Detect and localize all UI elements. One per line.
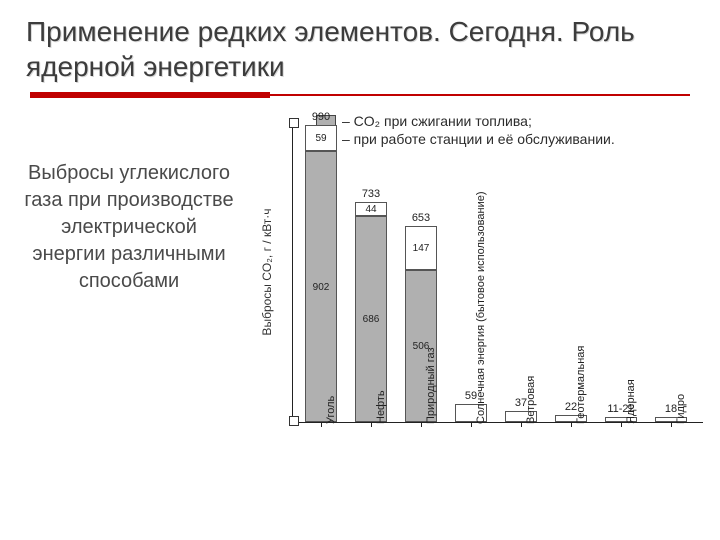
slide: Применение редких элементов. Сегодня. Ро… [0, 0, 720, 540]
axis-marker-top [289, 118, 299, 128]
title-rule-thin [270, 94, 690, 96]
x-axis-label: Гидро [675, 394, 687, 424]
bar-total-label: 990 [305, 111, 337, 123]
x-tick [621, 422, 622, 427]
segment-value-operation: 44 [355, 204, 387, 215]
x-tick [371, 422, 372, 427]
axis-marker-origin [289, 416, 299, 426]
x-axis-label: Солнечная энергия (бытовое использование… [475, 191, 487, 424]
title-rule-thick [30, 92, 270, 98]
x-tick [521, 422, 522, 427]
x-tick [671, 422, 672, 427]
x-tick [321, 422, 322, 427]
x-axis-label: Природный газ [425, 347, 437, 424]
x-axis-label: Геотермальная [575, 346, 587, 424]
segment-value-operation: 147 [405, 243, 437, 254]
sidebar-caption: Выбросы углекислого газа при производств… [24, 160, 234, 295]
bar-total-label: 733 [355, 188, 387, 200]
co2-emissions-chart: – CO₂ при сжигании топлива; – при работе… [260, 112, 706, 532]
y-axis-label: Выбросы CO₂, г / кВт·ч [260, 208, 274, 335]
x-tick [471, 422, 472, 427]
x-axis-label: Ядерная [625, 379, 637, 424]
x-tick [421, 422, 422, 427]
plot-area: 902599906864473350614765359372211-2218 [292, 122, 703, 423]
bar-total-label: 653 [405, 212, 437, 224]
page-title: Применение редких элементов. Сегодня. Ро… [26, 14, 686, 84]
segment-value-operation: 59 [305, 133, 337, 144]
segment-value-combustion: 686 [355, 314, 387, 325]
x-axis-label: Ветровая [525, 376, 537, 424]
x-axis-label: Нефть [375, 390, 387, 424]
segment-value-combustion: 902 [305, 282, 337, 293]
x-axis-label: Уголь [325, 396, 337, 424]
x-tick [571, 422, 572, 427]
